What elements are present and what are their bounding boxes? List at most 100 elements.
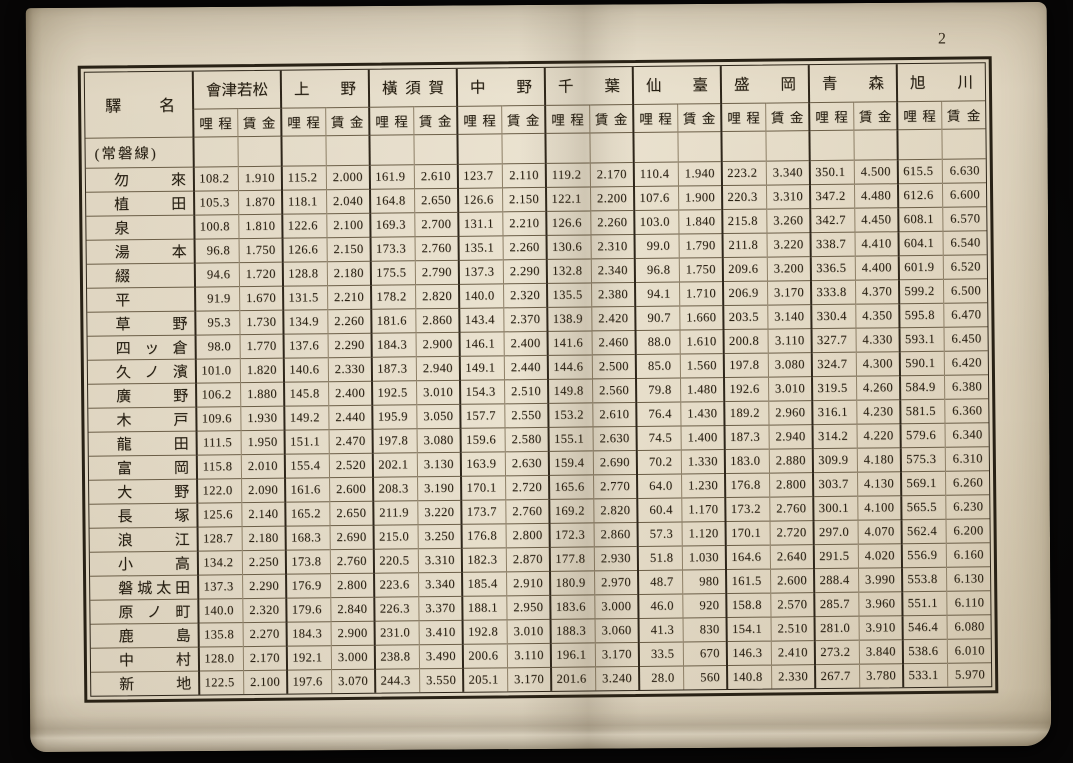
fare-cell: 2.100 bbox=[243, 669, 288, 695]
mileage-cell: 110.4 bbox=[633, 161, 679, 186]
mileage-cell: 533.1 bbox=[903, 662, 948, 688]
fare-cell: 2.000 bbox=[325, 164, 371, 190]
fare-subheader: 賃金 bbox=[413, 105, 458, 135]
bottom-page-crease bbox=[29, 687, 1052, 753]
empty-cell bbox=[677, 131, 722, 162]
mileage-cell: 327.7 bbox=[811, 327, 856, 353]
empty-cell bbox=[633, 131, 678, 162]
mileage-cell: 342.7 bbox=[810, 207, 855, 233]
mileage-cell: 48.7 bbox=[638, 569, 683, 594]
destination-header: 橫須賀 bbox=[368, 68, 458, 107]
mileage-cell: 551.1 bbox=[902, 590, 947, 616]
fare-cell: 2.760 bbox=[414, 235, 459, 261]
fare-cell: 3.220 bbox=[417, 499, 462, 525]
mileage-cell: 111.5 bbox=[196, 430, 241, 455]
mileage-cell: 173.7 bbox=[461, 499, 506, 524]
mileage-cell: 131.1 bbox=[458, 211, 503, 236]
mileage-cell: 149.2 bbox=[284, 405, 329, 430]
fare-cell: 2.820 bbox=[415, 283, 460, 309]
mileage-cell: 155.4 bbox=[284, 453, 330, 478]
mileage-cell: 314.2 bbox=[812, 423, 857, 449]
mileage-cell: 88.0 bbox=[635, 329, 680, 354]
mileage-cell: 33.5 bbox=[638, 641, 684, 666]
mileage-cell: 183.0 bbox=[724, 448, 770, 474]
mileage-cell: 70.2 bbox=[636, 449, 682, 474]
mileage-cell: 159.6 bbox=[460, 427, 505, 452]
mileage-cell: 106.2 bbox=[196, 382, 241, 407]
mileage-cell: 134.2 bbox=[197, 550, 243, 575]
fare-cell: 6.010 bbox=[946, 638, 992, 663]
fare-cell: 1.870 bbox=[238, 189, 283, 215]
line-section-label: (常磐線) bbox=[85, 136, 194, 168]
mileage-cell: 161.5 bbox=[726, 568, 771, 594]
mileage-cell: 99.0 bbox=[634, 233, 679, 258]
fare-cell: 3.550 bbox=[419, 667, 464, 693]
fare-cell: 2.330 bbox=[771, 664, 816, 689]
fare-cell: 2.960 bbox=[768, 400, 813, 425]
mileage-cell: 615.5 bbox=[897, 158, 942, 184]
station-name-cell: 廣野 bbox=[88, 382, 197, 408]
fare-cell: 3.410 bbox=[418, 619, 463, 645]
mileage-cell: 209.6 bbox=[722, 256, 768, 282]
mileage-cell: 98.0 bbox=[195, 334, 240, 359]
fare-cell: 1.610 bbox=[679, 329, 724, 354]
mileage-cell: 175.5 bbox=[370, 260, 416, 285]
fare-cell: 4.500 bbox=[853, 159, 898, 184]
mileage-cell: 115.8 bbox=[196, 454, 242, 479]
mileage-cell: 200.6 bbox=[462, 643, 508, 668]
fare-cell: 2.090 bbox=[241, 477, 286, 503]
fare-cell: 2.860 bbox=[415, 307, 460, 333]
mileage-cell: 96.8 bbox=[194, 238, 239, 263]
station-name-cell: 原ノ町 bbox=[90, 598, 199, 624]
fare-cell: 1.710 bbox=[679, 281, 724, 306]
fare-cell: 2.720 bbox=[769, 520, 814, 545]
fare-cell: 830 bbox=[682, 617, 727, 642]
fare-cell: 1.810 bbox=[238, 213, 283, 239]
empty-cell bbox=[897, 128, 942, 160]
mileage-cell: 151.1 bbox=[284, 429, 329, 454]
fare-cell: 2.100 bbox=[326, 212, 371, 238]
fare-cell: 2.180 bbox=[241, 525, 286, 551]
mileage-cell: 41.3 bbox=[638, 617, 683, 642]
mileage-cell: 74.5 bbox=[636, 425, 681, 450]
fare-cell: 3.370 bbox=[418, 595, 463, 621]
fare-cell: 3.960 bbox=[858, 591, 903, 616]
fare-cell: 4.180 bbox=[856, 447, 902, 472]
fare-cell: 1.790 bbox=[678, 233, 723, 258]
fare-subheader: 賃金 bbox=[853, 101, 898, 130]
fare-cell: 4.330 bbox=[855, 327, 900, 352]
mileage-cell: 319.5 bbox=[812, 375, 857, 401]
fare-subheader: 賃金 bbox=[941, 100, 986, 129]
mileage-cell: 140.0 bbox=[198, 598, 243, 623]
empty-cell bbox=[369, 134, 414, 165]
mileage-cell: 200.8 bbox=[723, 328, 768, 354]
mileage-subheader: 哩程 bbox=[369, 106, 414, 135]
fare-cell: 3.910 bbox=[858, 615, 903, 640]
mileage-cell: 128.0 bbox=[198, 646, 244, 671]
mileage-cell: 176.8 bbox=[725, 472, 770, 498]
fare-cell: 3.010 bbox=[768, 376, 813, 401]
mileage-cell: 316.1 bbox=[812, 399, 857, 425]
mileage-cell: 164.8 bbox=[370, 188, 415, 213]
fare-cell: 1.880 bbox=[240, 381, 285, 407]
mileage-cell: 95.3 bbox=[195, 310, 240, 335]
mileage-cell: 223.2 bbox=[721, 160, 767, 186]
mileage-cell: 267.7 bbox=[815, 663, 860, 689]
mileage-cell: 115.2 bbox=[281, 165, 327, 190]
mileage-cell: 303.7 bbox=[813, 471, 858, 497]
fare-cell: 2.840 bbox=[330, 596, 375, 622]
mileage-cell: 187.3 bbox=[371, 356, 417, 381]
mileage-cell: 211.8 bbox=[722, 232, 767, 258]
mileage-cell: 562.4 bbox=[901, 518, 946, 544]
fare-subheader: 賃金 bbox=[765, 102, 810, 131]
fare-cell: 2.040 bbox=[326, 188, 371, 214]
empty-cell bbox=[809, 129, 854, 161]
empty-cell bbox=[193, 136, 238, 167]
fare-cell: 3.170 bbox=[767, 280, 812, 305]
fare-cell: 1.730 bbox=[239, 309, 284, 335]
fare-cell: 4.450 bbox=[854, 207, 899, 232]
fare-cell: 6.520 bbox=[942, 254, 987, 279]
fare-cell: 2.940 bbox=[415, 355, 461, 381]
fare-cell: 1.330 bbox=[680, 449, 726, 474]
mileage-cell: 188.1 bbox=[462, 595, 507, 620]
